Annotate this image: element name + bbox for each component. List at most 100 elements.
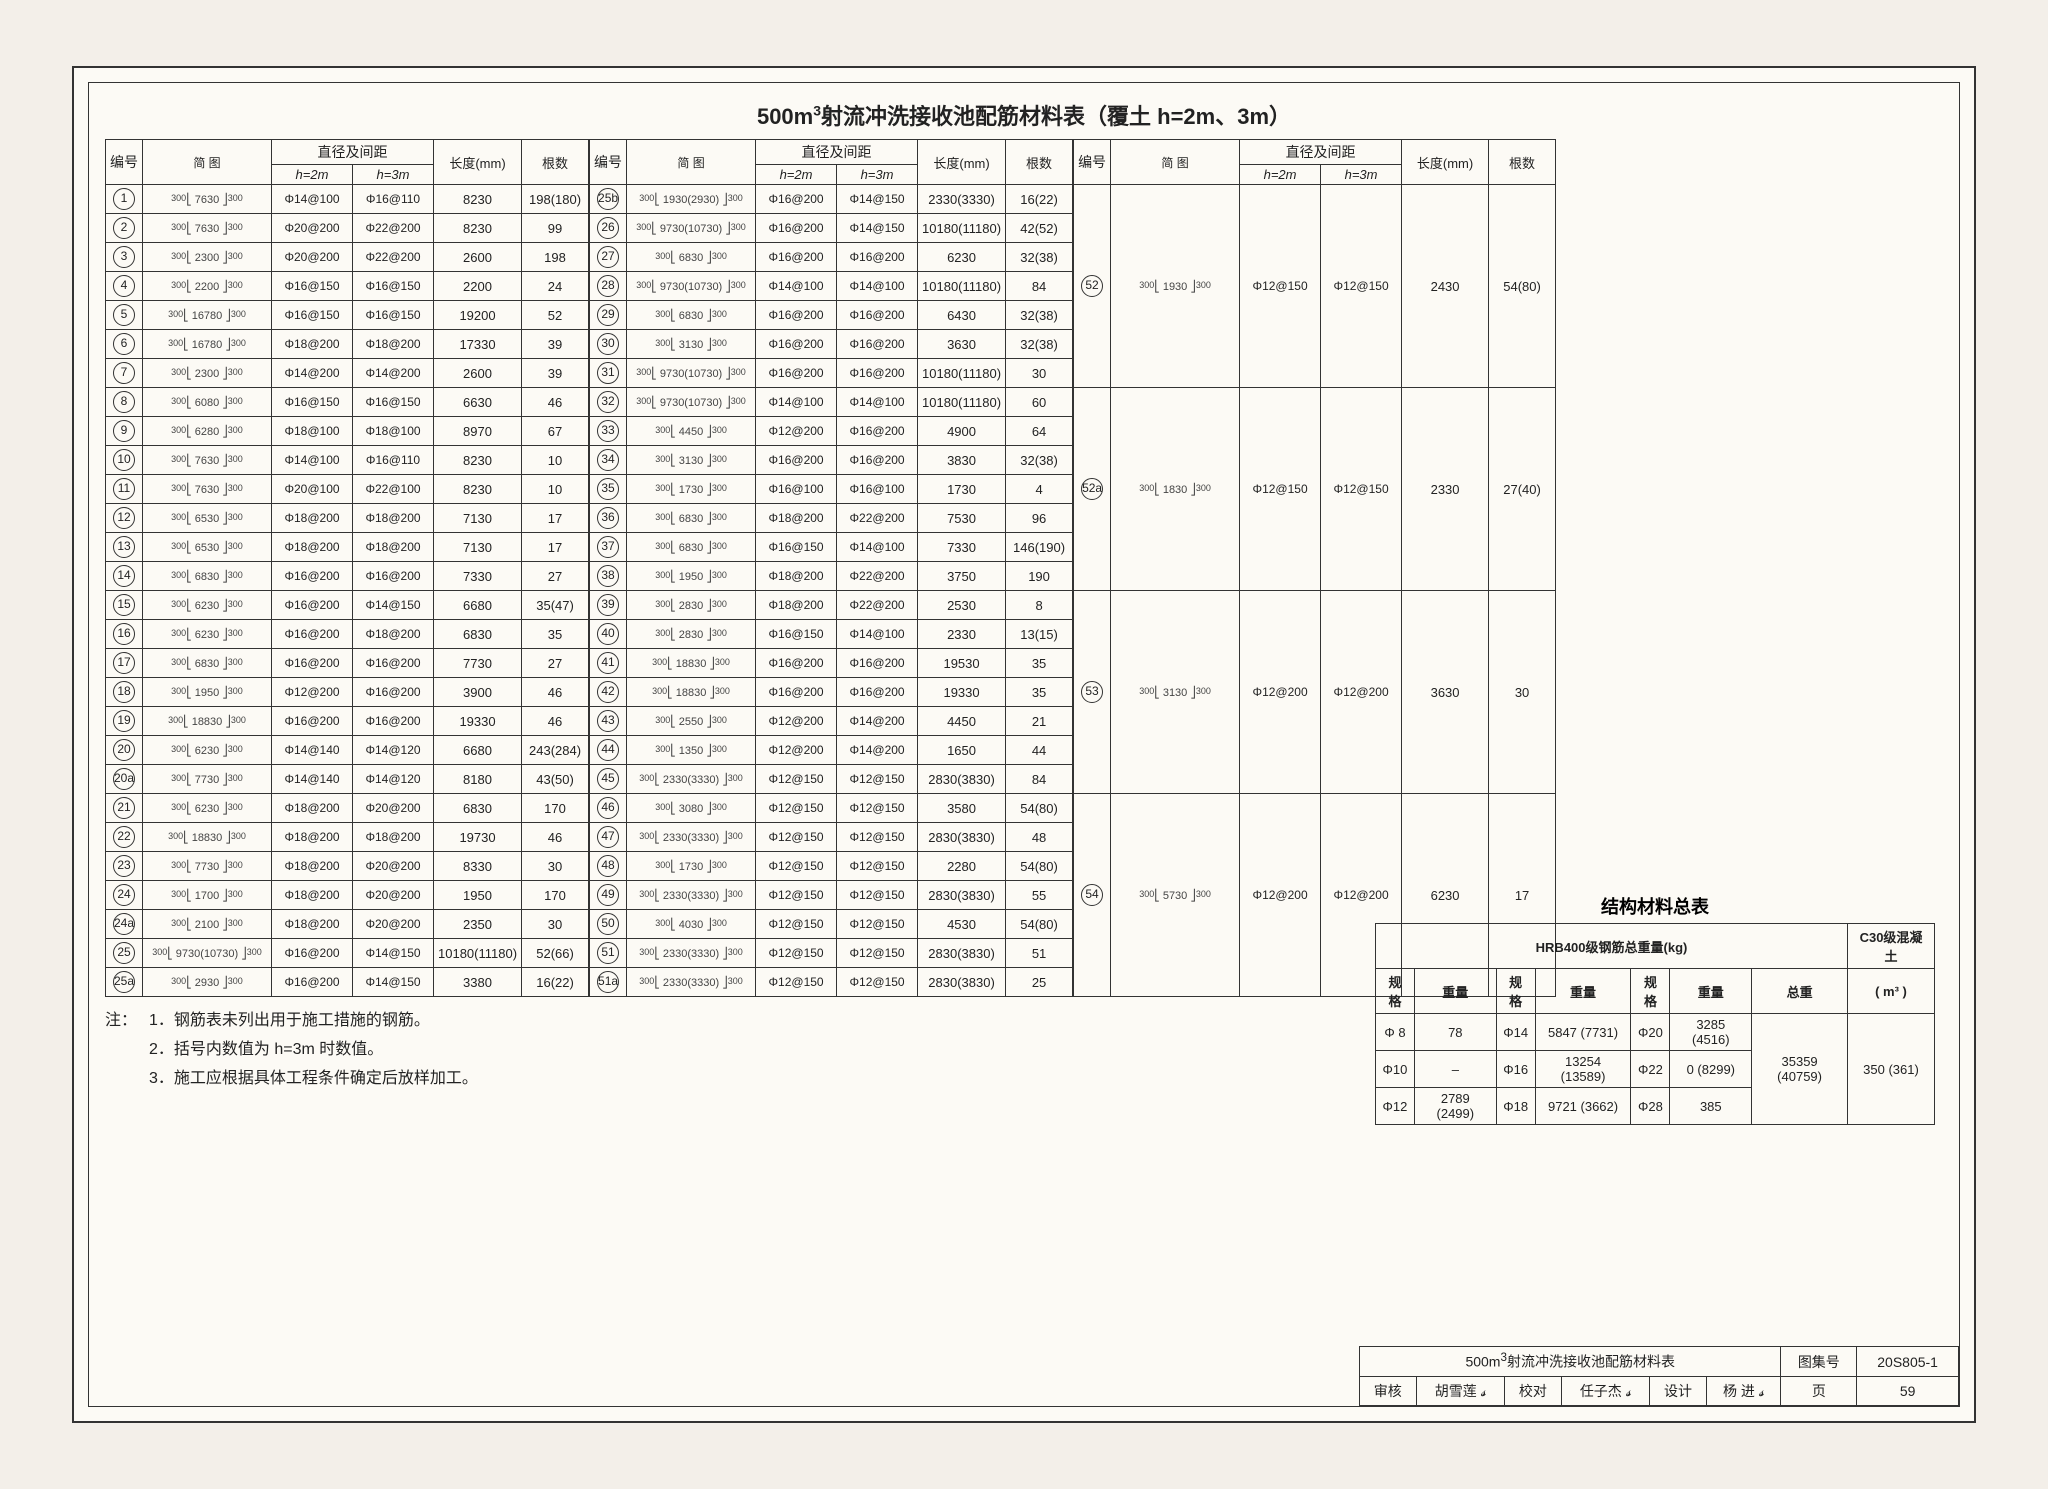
rebar-table-g1: 编号 简 图 直径及间距 长度(mm) 根数 h=2m h=3m 1300⎣ 7… — [105, 139, 589, 997]
qty-cell: 84 — [1006, 765, 1073, 794]
sum-hdr-spec: 规格 — [1376, 969, 1415, 1014]
sum-hdr-c30: C30级混凝土 — [1848, 924, 1935, 969]
sketch-cell: 300⎣ 6830 ⎦300 — [627, 533, 756, 562]
spec-h3m: Φ16@110 — [353, 446, 434, 475]
spec-h2m: Φ20@100 — [272, 475, 353, 504]
sketch-cell: 300⎣ 9730(10730) ⎦300 — [627, 388, 756, 417]
qty-cell: 16(22) — [1006, 185, 1073, 214]
length-cell: 8230 — [434, 475, 522, 504]
length-cell: 1730 — [918, 475, 1006, 504]
spec-h2m: Φ16@200 — [272, 939, 353, 968]
table-row: 18300⎣ 1950 ⎦300Φ12@200Φ16@200390046 — [106, 678, 589, 707]
qty-cell: 43(50) — [522, 765, 589, 794]
sketch-cell: 300⎣ 2550 ⎦300 — [627, 707, 756, 736]
spec-h3m: Φ12@150 — [1321, 388, 1402, 591]
rebar-table-g2: 编号 简 图 直径及间距 长度(mm) 根数 h=2m h=3m 25b300⎣… — [589, 139, 1073, 997]
sketch-cell: 300⎣ 2300 ⎦300 — [143, 243, 272, 272]
sketch-cell: 300⎣ 18830 ⎦300 — [143, 707, 272, 736]
table-row: 34300⎣ 3130 ⎦300Φ16@200Φ16@200383032(38) — [590, 446, 1073, 475]
tb-atlas-label: 图集号 — [1781, 1347, 1857, 1377]
sketch-cell: 300⎣ 6830 ⎦300 — [627, 504, 756, 533]
sketch-cell: 300⎣ 5730 ⎦300 — [1111, 794, 1240, 997]
sketch-cell: 300⎣ 1730 ⎦300 — [627, 852, 756, 881]
table-row: 51a300⎣ 2330(3330) ⎦300Φ12@150Φ12@150283… — [590, 968, 1073, 997]
spec-h3m: Φ12@150 — [837, 881, 918, 910]
qty-cell: 30 — [1489, 591, 1556, 794]
hdr-spec: 直径及间距 — [1240, 140, 1402, 165]
spec-h2m: Φ18@200 — [272, 794, 353, 823]
sketch-cell: 300⎣ 2200 ⎦300 — [143, 272, 272, 301]
spec-h2m: Φ14@100 — [756, 388, 837, 417]
spec-h2m: Φ16@150 — [272, 301, 353, 330]
length-cell: 4450 — [918, 707, 1006, 736]
row-id: 40 — [597, 623, 619, 645]
sketch-cell: 300⎣ 9730(10730) ⎦300 — [627, 359, 756, 388]
sketch-cell: 300⎣ 6830 ⎦300 — [143, 649, 272, 678]
length-cell: 3830 — [918, 446, 1006, 475]
row-id: 46 — [597, 797, 619, 819]
table-row: 49300⎣ 2330(3330) ⎦300Φ12@150Φ12@1502830… — [590, 881, 1073, 910]
spec-h2m: Φ12@150 — [756, 881, 837, 910]
sketch-cell: 300⎣ 7630 ⎦300 — [143, 475, 272, 504]
length-cell: 1950 — [434, 881, 522, 910]
qty-cell: 198 — [522, 243, 589, 272]
length-cell: 6680 — [434, 736, 522, 765]
length-cell: 3380 — [434, 968, 522, 997]
qty-cell: 52 — [522, 301, 589, 330]
hdr-sketch: 简 图 — [143, 140, 272, 185]
table-row: 32300⎣ 9730(10730) ⎦300Φ14@100Φ14@100101… — [590, 388, 1073, 417]
qty-cell: 190 — [1006, 562, 1073, 591]
row-id: 3 — [113, 246, 135, 268]
qty-cell: 170 — [522, 794, 589, 823]
qty-cell: 48 — [1006, 823, 1073, 852]
row-id: 14 — [113, 565, 135, 587]
sketch-cell: 300⎣ 1930 ⎦300 — [1111, 185, 1240, 388]
spec-h2m: Φ12@200 — [756, 707, 837, 736]
sketch-cell: 300⎣ 6230 ⎦300 — [143, 620, 272, 649]
length-cell: 19530 — [918, 649, 1006, 678]
qty-cell: 32(38) — [1006, 301, 1073, 330]
length-cell: 3630 — [1402, 591, 1489, 794]
qty-cell: 4 — [1006, 475, 1073, 504]
note-1: 1．钢筋表未列出用于施工措施的钢筋。 — [149, 1012, 430, 1029]
hdr-h2m: h=2m — [272, 165, 353, 185]
qty-cell: 39 — [522, 359, 589, 388]
length-cell: 7130 — [434, 504, 522, 533]
row-id: 20 — [113, 739, 135, 761]
sketch-cell: 300⎣ 18830 ⎦300 — [143, 823, 272, 852]
row-id: 54 — [1081, 884, 1103, 906]
sum-hdr-hrb: HRB400级钢筋总重量(kg) — [1376, 924, 1848, 969]
row-id: 11 — [113, 478, 135, 500]
length-cell: 3630 — [918, 330, 1006, 359]
rebar-table-g3: 编号 简 图 直径及间距 长度(mm) 根数 h=2m h=3m 52300⎣ … — [1073, 139, 1556, 997]
sketch-cell: 300⎣ 16780 ⎦300 — [143, 301, 272, 330]
qty-cell: 13(15) — [1006, 620, 1073, 649]
spec-h2m: Φ12@150 — [756, 794, 837, 823]
row-id: 9 — [113, 420, 135, 442]
spec-h2m: Φ14@140 — [272, 765, 353, 794]
spec-h3m: Φ12@150 — [837, 823, 918, 852]
length-cell: 4530 — [918, 910, 1006, 939]
spec-h2m: Φ12@150 — [756, 968, 837, 997]
spec-h3m: Φ16@200 — [837, 301, 918, 330]
sketch-cell: 300⎣ 1700 ⎦300 — [143, 881, 272, 910]
hdr-qty: 根数 — [522, 140, 589, 185]
spec-h2m: Φ18@200 — [272, 330, 353, 359]
length-cell: 6680 — [434, 591, 522, 620]
table-row: 13300⎣ 6530 ⎦300Φ18@200Φ18@200713017 — [106, 533, 589, 562]
sum-hdr-wt: 重量 — [1535, 969, 1631, 1014]
sketch-cell: 300⎣ 6230 ⎦300 — [143, 736, 272, 765]
length-cell: 6830 — [434, 620, 522, 649]
qty-cell: 25 — [1006, 968, 1073, 997]
spec-h3m: Φ16@200 — [353, 649, 434, 678]
table-row: 11300⎣ 7630 ⎦300Φ20@100Φ22@100823010 — [106, 475, 589, 504]
spec-h2m: Φ18@200 — [272, 504, 353, 533]
qty-cell: 42(52) — [1006, 214, 1073, 243]
row-id: 10 — [113, 449, 135, 471]
row-id: 23 — [113, 855, 135, 877]
row-id: 32 — [597, 391, 619, 413]
qty-cell: 30 — [522, 852, 589, 881]
length-cell: 8230 — [434, 446, 522, 475]
tb-review-lbl: 审核 — [1360, 1377, 1417, 1406]
spec-h3m: Φ12@200 — [1321, 591, 1402, 794]
